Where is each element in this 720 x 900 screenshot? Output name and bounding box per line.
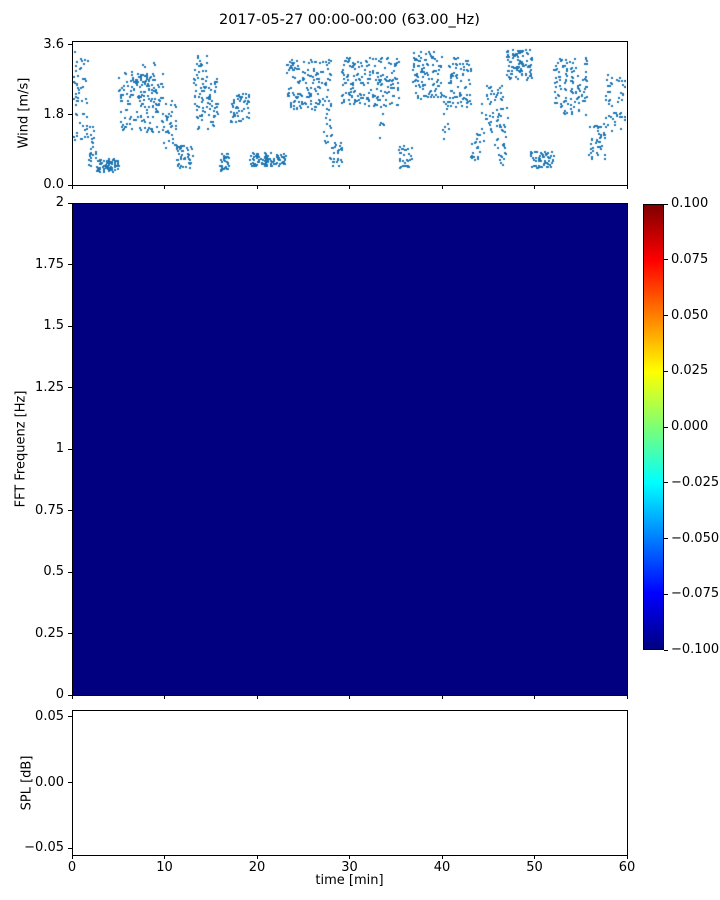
y-tick-mark <box>68 114 72 116</box>
x-tick-mark <box>164 855 165 859</box>
wind-plot-area <box>72 41 628 186</box>
y-tick-mark <box>68 184 72 186</box>
y-tick-label: −0.05 <box>24 840 64 856</box>
y-tick-mark <box>68 264 72 265</box>
y-tick-label: 0.0 <box>43 177 64 192</box>
y-tick-mark <box>68 716 72 718</box>
x-tick-label: 60 <box>618 860 636 875</box>
colorbar-tick-mark <box>664 203 668 205</box>
colorbar-tick-label: 0.075 <box>671 251 709 267</box>
y-tick-label: 1.8 <box>43 106 64 122</box>
x-tick-mark <box>626 695 628 699</box>
x-tick-label: 30 <box>341 860 358 875</box>
colorbar-tick-mark <box>664 259 668 261</box>
x-tick-mark <box>349 855 350 859</box>
y-tick-mark <box>68 44 72 46</box>
x-tick-mark <box>71 185 73 189</box>
x-tick-mark <box>349 695 350 699</box>
y-tick-label: 0 <box>55 687 64 702</box>
colorbar-tick-mark <box>664 370 668 372</box>
y-tick-label: 0.75 <box>35 502 64 518</box>
y-tick-label: 1.75 <box>35 256 64 272</box>
colorbar-tick-label: 0.050 <box>671 307 709 323</box>
y-tick-mark <box>68 782 72 783</box>
x-tick-mark <box>626 855 628 859</box>
x-tick-mark <box>256 855 258 859</box>
x-tick-mark <box>256 695 258 699</box>
y-tick-label: 1.25 <box>35 379 64 395</box>
spl-plot-area <box>72 710 628 856</box>
colorbar-tick-mark <box>664 538 668 539</box>
x-tick-mark <box>441 185 443 189</box>
y-tick-label: 1.5 <box>43 318 64 333</box>
y-tick-mark <box>68 633 72 634</box>
y-tick-label: 0.00 <box>35 774 64 790</box>
colorbar-tick-mark <box>664 482 668 484</box>
colorbar-tick-label: −0.075 <box>671 586 720 602</box>
y-tick-mark <box>68 847 72 849</box>
heatmap-fill <box>73 204 627 695</box>
x-tick-mark <box>441 695 443 699</box>
colorbar-tick-label: 0.025 <box>671 363 709 379</box>
y-tick-label: 0.05 <box>35 708 64 724</box>
x-tick-mark <box>626 185 628 189</box>
x-tick-mark <box>164 185 165 189</box>
y-tick-label: 1 <box>55 441 64 456</box>
y-tick-label: 0.5 <box>43 564 64 579</box>
wind-scatter-canvas <box>73 42 626 184</box>
x-tick-mark <box>534 185 535 189</box>
x-tick-label: 50 <box>526 860 543 875</box>
colorbar-tick-label: −0.050 <box>671 530 720 546</box>
y-tick-mark <box>68 325 72 327</box>
colorbar-tick-label: −0.100 <box>671 642 720 657</box>
fft-heatmap-area <box>72 203 628 696</box>
x-tick-mark <box>164 695 165 699</box>
y-tick-mark <box>68 448 72 450</box>
y-tick-label: 3.6 <box>43 36 64 52</box>
y-tick-label: 2 <box>55 195 64 210</box>
colorbar-tick-mark <box>664 649 668 651</box>
colorbar-tick-mark <box>664 426 668 428</box>
x-tick-label: 0 <box>67 860 77 875</box>
colorbar-tick-label: −0.025 <box>671 474 720 490</box>
x-tick-mark <box>349 185 350 189</box>
x-tick-mark <box>71 695 73 699</box>
x-tick-mark <box>256 185 258 189</box>
x-tick-mark <box>534 855 535 859</box>
y-tick-mark <box>68 694 72 696</box>
chart-title: 2017-05-27 00:00-00:00 (63.00_Hz) <box>219 12 480 28</box>
y-tick-mark <box>68 387 72 388</box>
y-tick-mark <box>68 571 72 573</box>
x-tick-label: 10 <box>156 860 173 875</box>
x-axis-label: time [min] <box>315 873 384 888</box>
x-tick-mark <box>534 695 535 699</box>
y-tick-label: 0.25 <box>35 625 64 641</box>
x-tick-mark <box>71 855 73 859</box>
colorbar-tick-label: 0.000 <box>671 419 709 434</box>
y-tick-mark <box>68 510 72 511</box>
colorbar-tick-mark <box>664 315 668 316</box>
x-tick-label: 40 <box>433 860 451 875</box>
x-tick-label: 20 <box>248 860 266 875</box>
colorbar-tick-label: 0.100 <box>671 196 709 211</box>
colorbar-tick-mark <box>664 593 668 595</box>
y-tick-mark <box>68 202 72 204</box>
x-tick-mark <box>441 855 443 859</box>
colorbar <box>643 204 664 650</box>
